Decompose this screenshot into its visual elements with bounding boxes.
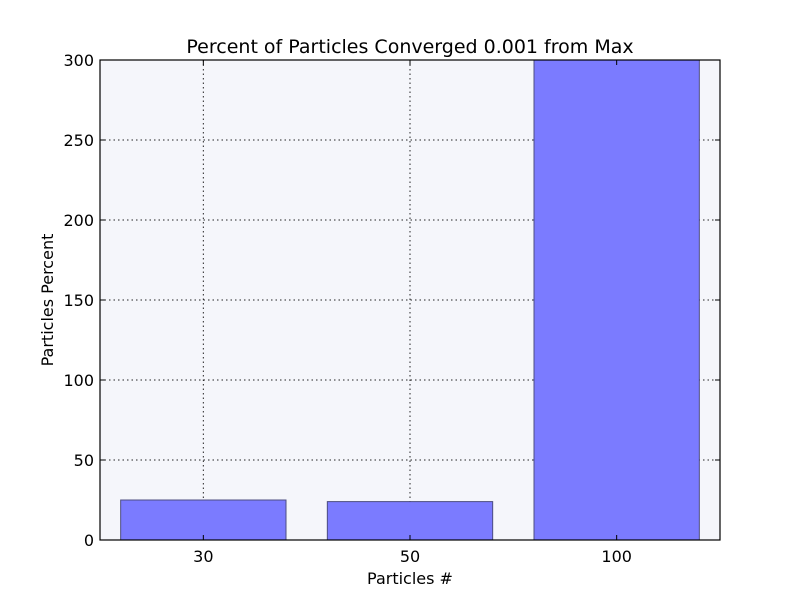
x-tick-label: 100 <box>601 547 632 566</box>
x-tick-label: 50 <box>400 547 420 566</box>
x-tick-label: 30 <box>193 547 213 566</box>
y-tick-label: 300 <box>63 51 94 70</box>
x-axis-label: Particles # <box>367 569 453 588</box>
y-tick-label: 250 <box>63 131 94 150</box>
axis-ticks: 0 50 100 150 200 250 300 30 50 100 <box>63 51 720 566</box>
bar-30 <box>120 499 287 541</box>
y-tick-label: 50 <box>74 451 94 470</box>
bar-100 <box>533 59 700 541</box>
y-tick-label: 0 <box>84 531 94 550</box>
y-tick-label: 100 <box>63 371 94 390</box>
bar-50 <box>326 501 494 541</box>
plot-frame <box>99 59 721 541</box>
y-tick-label: 150 <box>63 291 94 310</box>
y-axis-label: Particles Percent <box>38 234 57 367</box>
bars <box>120 59 700 541</box>
y-tick-label: 200 <box>63 211 94 230</box>
chart-title: Percent of Particles Converged 0.001 fro… <box>186 36 633 58</box>
